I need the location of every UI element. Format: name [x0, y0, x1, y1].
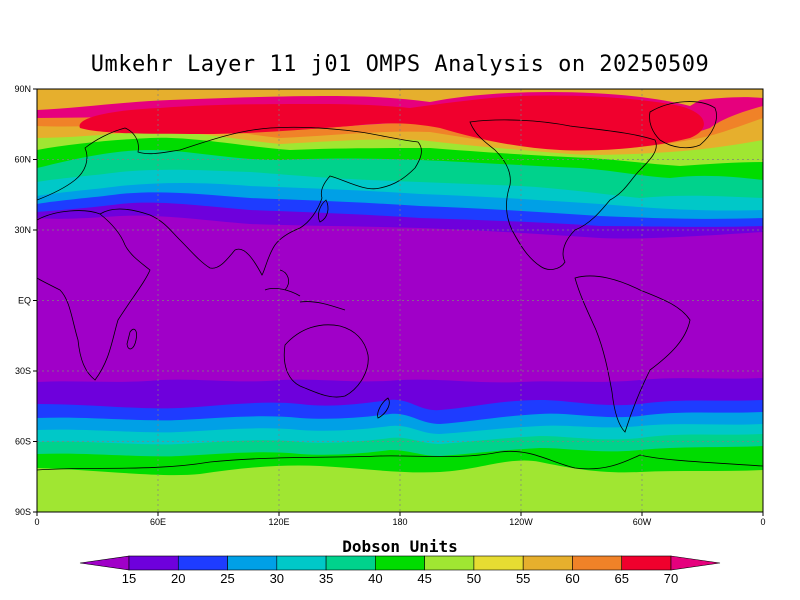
lat-tick-label: 30S — [15, 366, 31, 376]
lat-tick-label: 60N — [14, 155, 31, 165]
colorbar-tick-label: 20 — [171, 571, 185, 586]
colorbar: 15 20 25 30 35 40 45 50 55 60 65 70 — [79, 555, 721, 586]
colorbar-segment — [227, 555, 278, 571]
colorbar-arrow-right — [670, 555, 721, 571]
lat-tick-label: 90S — [15, 507, 31, 517]
band-north-70-arctic — [79, 95, 704, 151]
colorbar-tick-label: 40 — [368, 571, 382, 586]
colorbar-title: Dobson Units — [342, 537, 458, 556]
colorbar-segment — [276, 555, 327, 571]
lon-tick-label: 180 — [392, 517, 407, 527]
colorbar-tick-label: 45 — [417, 571, 431, 586]
colorbar-arrow-left — [79, 555, 130, 571]
band-north-arctic-orange — [37, 89, 763, 110]
colorbar-segment — [177, 555, 228, 571]
band-south-50 — [37, 460, 763, 512]
longitude-axis: 0 60E 120E 180 120W 60W 0 — [34, 512, 766, 527]
map-title: Umkehr Layer 11 j01 OMPS Analysis on 202… — [90, 52, 710, 77]
lon-tick-label: 120E — [268, 517, 289, 527]
colorbar-segment — [473, 555, 524, 571]
lat-tick-label: 90N — [14, 84, 31, 94]
colorbar-tick-label: 50 — [467, 571, 481, 586]
lat-tick-label: 30N — [14, 225, 31, 235]
colorbar-segment — [375, 555, 425, 571]
lon-tick-label: 60W — [633, 517, 652, 527]
graticule — [37, 89, 763, 512]
colorbar-segment — [522, 555, 573, 571]
lat-tick-label: 60S — [15, 437, 31, 447]
lon-tick-label: 120W — [509, 517, 533, 527]
lon-tick-label: 0 — [34, 517, 39, 527]
latitude-axis: 90N 60N 30N EQ 30S 60S 90S — [14, 84, 37, 517]
colorbar-tick-label: 65 — [614, 571, 628, 586]
colorbar-tick-label: 60 — [565, 571, 579, 586]
lon-tick-label: 60E — [150, 517, 166, 527]
colorbar-tick-label: 35 — [319, 571, 333, 586]
colorbar-segment — [572, 555, 623, 571]
colorbar-tick-label: 55 — [516, 571, 530, 586]
lon-tick-label: 0 — [760, 517, 765, 527]
colorbar-segment — [621, 555, 672, 571]
colorbar-tick-label: 25 — [220, 571, 234, 586]
coastlines — [37, 101, 763, 471]
colorbar-tick-label: 15 — [122, 571, 136, 586]
colorbar-tick-label: 70 — [664, 571, 678, 586]
colorbar-tick-label: 30 — [270, 571, 284, 586]
colorbar-segment — [424, 555, 475, 571]
colorbar-segment — [325, 555, 376, 571]
lat-tick-label: EQ — [18, 296, 31, 306]
colorbar-segment — [128, 555, 179, 571]
